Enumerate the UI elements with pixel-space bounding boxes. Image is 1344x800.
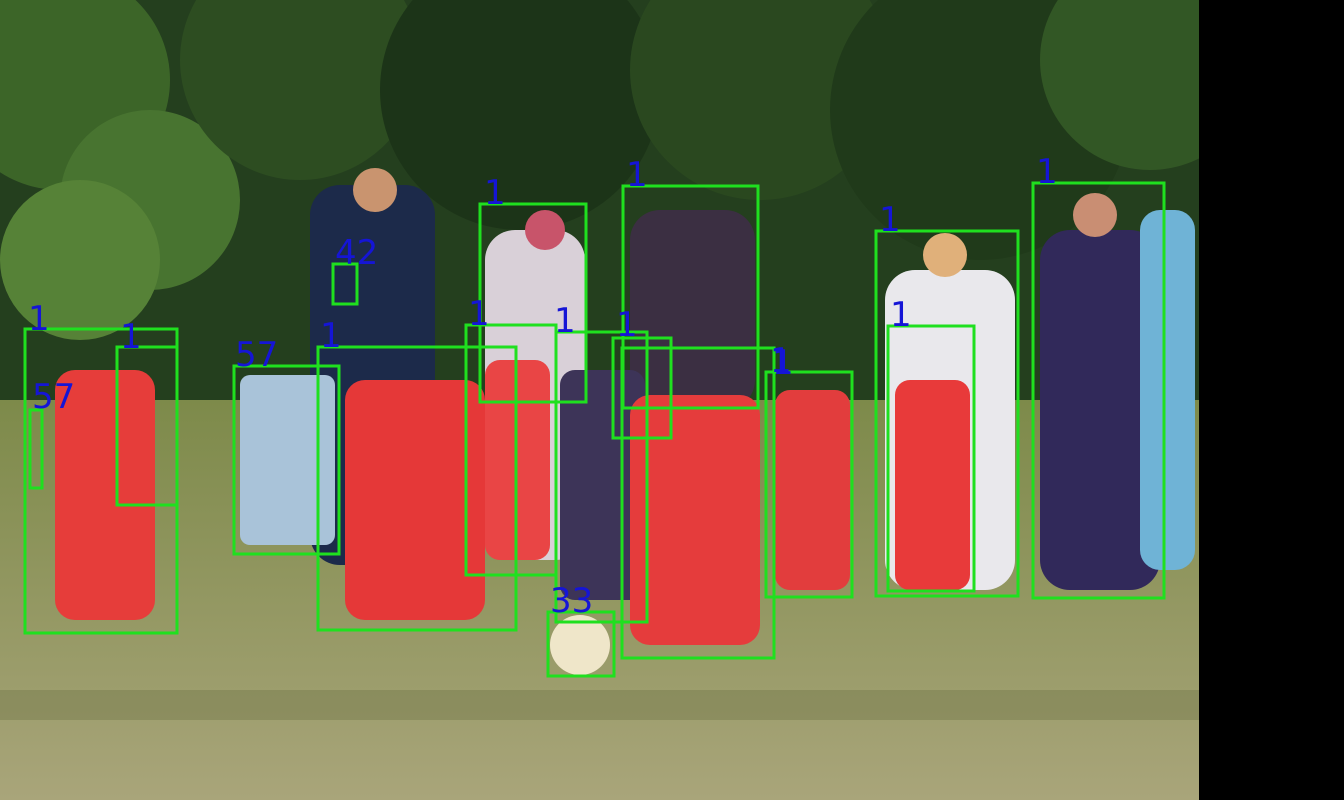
bbox-label: 1 bbox=[1036, 152, 1058, 192]
bbox-label: 1 bbox=[554, 301, 576, 341]
bbox-person bbox=[874, 229, 1020, 598]
detection-labels: 1 1 1 1 1 1 1 1 1 1 1 1 1 42 57 57 33 bbox=[28, 152, 1058, 621]
tree-foliage bbox=[0, 0, 1199, 340]
bbox-label: 1 bbox=[120, 317, 142, 357]
bbox-label: 57 bbox=[32, 377, 75, 417]
bbox-cup bbox=[331, 262, 359, 306]
bbox-label: 33 bbox=[550, 581, 593, 621]
bbox-person bbox=[115, 345, 179, 507]
bbox-label: 1 bbox=[772, 343, 794, 383]
bbox-label: 1 bbox=[468, 294, 490, 334]
bbox-person bbox=[1031, 181, 1166, 600]
soccer-photo: 1 1 1 1 1 1 1 1 1 1 1 1 1 42 57 57 33 bbox=[0, 0, 1199, 800]
bbox-person bbox=[620, 346, 776, 660]
bbox-person bbox=[886, 324, 976, 593]
bbox-person bbox=[611, 336, 673, 440]
bbox-label: 1 bbox=[890, 295, 912, 335]
shadow bbox=[0, 690, 1199, 720]
letterbox-padding bbox=[1199, 0, 1344, 800]
bbox-chair bbox=[232, 364, 341, 556]
people bbox=[55, 168, 1195, 675]
bbox-label: 1 bbox=[626, 155, 648, 195]
bbox-person bbox=[554, 330, 649, 624]
bbox-label: 1 bbox=[484, 173, 506, 213]
scene-canvas: 1 1 1 1 1 1 1 1 1 1 1 1 1 42 57 57 33 bbox=[0, 0, 1199, 800]
bbox-label: 1 bbox=[770, 341, 792, 381]
bbox-person bbox=[764, 370, 854, 599]
detection-boxes bbox=[23, 181, 1166, 678]
bbox-chair bbox=[28, 408, 44, 490]
bbox-label: 1 bbox=[616, 305, 638, 345]
bbox-person bbox=[478, 202, 588, 404]
bbox-person bbox=[621, 184, 760, 410]
bbox-label: 1 bbox=[879, 200, 901, 240]
bbox-ball bbox=[546, 610, 616, 678]
bbox-label: 1 bbox=[320, 316, 342, 356]
bbox-label: 1 bbox=[28, 299, 50, 339]
bbox-label: 42 bbox=[335, 233, 378, 273]
bbox-person bbox=[316, 345, 518, 632]
bbox-label: 57 bbox=[235, 335, 278, 375]
